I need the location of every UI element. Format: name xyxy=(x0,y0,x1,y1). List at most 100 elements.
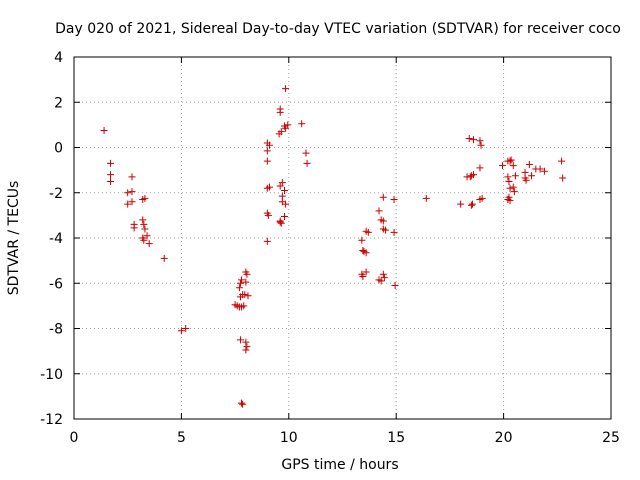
data-point-marker xyxy=(244,292,252,300)
data-point-marker xyxy=(281,213,289,221)
chart-title: Day 020 of 2021, Sidereal Day-to-day VTE… xyxy=(55,21,621,37)
data-point-marker xyxy=(242,278,250,286)
data-point-marker xyxy=(239,400,247,408)
data-point-marker xyxy=(379,193,387,201)
data-point-marker xyxy=(467,201,475,209)
data-point-marker xyxy=(362,249,370,257)
data-point-marker xyxy=(107,177,115,185)
x-tick-label: 20 xyxy=(495,430,513,446)
data-point-marker xyxy=(358,236,366,244)
data-point-marker xyxy=(263,157,271,165)
data-point-marker xyxy=(141,194,149,202)
y-tick-label: -10 xyxy=(40,367,63,383)
data-point-marker xyxy=(242,338,250,346)
data-point-marker xyxy=(470,136,478,144)
data-point-marker xyxy=(236,279,244,287)
x-tick-label: 5 xyxy=(177,430,186,446)
data-point-marker xyxy=(107,159,115,167)
data-point-marker xyxy=(379,270,387,278)
data-point-marker xyxy=(528,172,536,180)
data-point-marker xyxy=(478,194,486,202)
data-point-marker xyxy=(282,200,290,208)
data-point-marker xyxy=(559,174,567,182)
data-point-marker xyxy=(391,282,399,290)
data-point-marker xyxy=(364,228,372,236)
data-point-marker xyxy=(276,218,284,226)
data-point-marker xyxy=(362,268,370,276)
data-point-marker xyxy=(380,274,388,282)
x-axis-label: GPS time / hours xyxy=(281,457,398,473)
data-point-marker xyxy=(160,254,168,262)
data-point-marker xyxy=(277,219,285,227)
data-point-marker xyxy=(100,127,108,135)
data-point-marker xyxy=(375,207,383,215)
data-point-marker xyxy=(140,236,148,244)
data-point-marker xyxy=(276,108,284,116)
data-point-marker xyxy=(240,302,248,310)
y-tick-label: -6 xyxy=(49,276,63,292)
data-point-marker xyxy=(390,228,398,236)
data-point-marker xyxy=(141,225,149,233)
data-point-marker xyxy=(381,226,389,234)
data-point-marker xyxy=(263,237,271,245)
data-point-marker xyxy=(536,165,544,173)
data-point-marker xyxy=(510,188,518,196)
data-point-marker xyxy=(468,200,476,208)
data-point-marker xyxy=(139,216,147,224)
data-point-marker xyxy=(145,240,153,248)
data-point-marker xyxy=(359,272,367,280)
data-point-marker xyxy=(506,157,514,165)
data-point-marker xyxy=(506,197,514,205)
y-tick-label: -8 xyxy=(49,322,63,338)
data-point-marker xyxy=(124,200,132,208)
data-point-marker xyxy=(477,141,485,149)
data-point-marker xyxy=(263,147,271,155)
data-point-marker xyxy=(298,120,306,128)
data-point-marker xyxy=(182,325,190,332)
data-point-marker xyxy=(124,189,132,197)
data-point-marker xyxy=(377,277,385,285)
data-point-marker xyxy=(235,284,243,292)
grid-lines xyxy=(74,57,611,419)
y-tick-label: 4 xyxy=(54,50,63,66)
data-points xyxy=(100,85,567,408)
data-point-marker xyxy=(522,176,530,184)
y-axis-label: SDTVAR / TECUs xyxy=(6,181,22,296)
data-point-marker xyxy=(264,211,272,219)
data-point-marker xyxy=(276,182,284,190)
data-point-marker xyxy=(282,85,290,93)
data-point-marker xyxy=(107,171,115,179)
x-tick-label: 10 xyxy=(280,430,298,446)
x-tick-labels: 0 5 10 15 20 25 xyxy=(70,430,620,446)
data-point-marker xyxy=(465,134,473,142)
y-tick-label: 0 xyxy=(54,141,63,157)
data-point-marker xyxy=(302,149,310,157)
data-point-marker xyxy=(143,232,151,240)
data-point-marker xyxy=(422,194,430,202)
data-point-marker xyxy=(558,157,566,165)
data-point-marker xyxy=(277,128,285,136)
data-point-marker xyxy=(476,137,484,145)
y-tick-label: -2 xyxy=(49,186,63,202)
data-point-marker xyxy=(128,173,136,181)
data-point-marker xyxy=(505,193,513,201)
x-tick-label: 0 xyxy=(70,430,79,446)
data-point-marker xyxy=(128,198,136,206)
data-point-marker xyxy=(265,141,273,149)
y-tick-labels: -12 -10 -8 -6 -4 -2 0 2 4 xyxy=(40,50,63,428)
data-point-marker xyxy=(281,186,289,194)
data-point-marker xyxy=(525,160,533,168)
data-point-marker xyxy=(242,346,250,354)
data-point-marker xyxy=(284,121,292,129)
data-point-marker xyxy=(238,399,246,407)
data-point-marker xyxy=(509,162,517,170)
x-tick-label: 15 xyxy=(387,430,405,446)
y-tick-label: 2 xyxy=(54,95,63,111)
data-point-marker xyxy=(390,196,398,204)
data-point-marker xyxy=(130,224,138,232)
data-point-marker xyxy=(265,183,273,191)
data-point-marker xyxy=(509,183,517,191)
data-point-marker xyxy=(241,291,249,299)
data-point-marker xyxy=(128,188,136,196)
